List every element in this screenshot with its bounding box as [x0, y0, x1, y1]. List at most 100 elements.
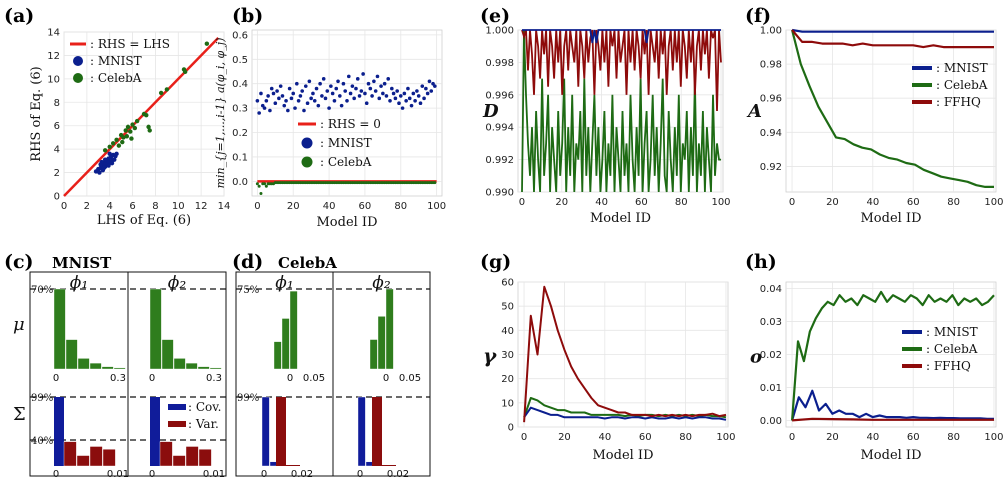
b-mnist-point [300, 89, 304, 93]
b-mnist-point [379, 84, 383, 88]
panel-label-e: (e) [480, 5, 510, 27]
a-xlabel: LHS of Eq. (6) [97, 213, 191, 228]
a-ytick-label: 2 [54, 168, 60, 179]
a-mnist-point [106, 163, 111, 168]
b-mnist-point [425, 91, 430, 96]
chart-a: 0 2 4 6 8 10 12 14 0 2 4 6 8 10 12 14 LHS of Eq. (6) RHS … [29, 28, 230, 229]
a-xtick-label: 10 [172, 201, 185, 212]
a-celeba-point [121, 135, 126, 140]
e-ytick-label: 0.992 [485, 155, 514, 166]
c-mu-bar [113, 367, 126, 370]
b-xtick-label: 40 [323, 201, 336, 212]
b-mnist-point [332, 98, 337, 103]
b-legend-celeba-swatch [301, 156, 313, 168]
b-xtick-label: 100 [427, 201, 446, 212]
c-pct-top: 70% [31, 285, 53, 296]
b-mnist-point [345, 98, 349, 103]
a-legend-mnist-label: : MNIST [90, 54, 142, 68]
b-xtick-label: 20 [287, 201, 300, 212]
b-mnist-point [372, 79, 376, 84]
b-mnist-point [296, 98, 301, 103]
a-rhs-equals-lhs-line [63, 36, 220, 197]
d-pct-sig-top: 99% [237, 393, 259, 404]
b-mnist-point [422, 96, 426, 101]
e-xtick-label: 100 [711, 197, 730, 208]
panel-d-title: CelebA [278, 254, 337, 272]
g-ylabel: γ [483, 344, 497, 368]
b-mnist-point [311, 91, 315, 96]
b-mnist-point [278, 84, 283, 88]
b-mnist-point [280, 94, 285, 98]
b-mnist-point [346, 74, 351, 79]
c-mu-xtick: 0.3 [206, 373, 222, 384]
b-celeba-point [257, 184, 261, 188]
b-mnist-point [275, 89, 279, 93]
a-celeba-point [123, 128, 128, 133]
b-mnist-point [325, 89, 330, 93]
f-xtick-label: 60 [907, 197, 920, 208]
f-xtick-label: 80 [947, 197, 960, 208]
f-legend-label: : CelebA [936, 78, 988, 92]
b-mnist-point [420, 84, 425, 88]
b-mnist-point [255, 98, 260, 103]
a-celeba-point [124, 134, 130, 139]
f-ytick-label: 0.92 [760, 162, 782, 173]
a-celeba-point [114, 137, 119, 142]
b-mnist-point [298, 94, 303, 98]
a-celeba-point [120, 139, 125, 145]
a-mnist-point [107, 151, 112, 157]
d-phi1-label: ϕ₁ [275, 273, 293, 293]
b-mnist-point [330, 91, 335, 96]
b-mnist-point [433, 84, 437, 88]
b-celeba-point [259, 192, 263, 196]
b-celeba-point [264, 184, 268, 188]
b-legend-celeba-label: : CelebA [320, 155, 372, 169]
g-xlabel: Model ID [592, 448, 653, 463]
c-phi2-label: ϕ₂ [168, 273, 187, 293]
b-ytick-label: 0.6 [232, 30, 248, 41]
a-celeba-point [130, 122, 135, 127]
b-mnist-point [397, 101, 401, 106]
d-mu-bar [377, 316, 386, 370]
b-mnist-point [366, 81, 371, 86]
b-mnist-point [327, 106, 331, 110]
a-xtick-label: 8 [152, 201, 158, 212]
b-mnist-point [339, 103, 344, 108]
b-mnist-point [273, 101, 278, 106]
d-mu-xtick: 0.05 [303, 373, 325, 384]
b-ytick-label: 0.2 [232, 128, 248, 139]
b-mnist-point [312, 98, 317, 103]
c-legend-cov-label: : Cov. [188, 400, 221, 414]
b-mnist-point [293, 106, 297, 110]
b-mnist-point [411, 91, 416, 96]
b-mnist-point [377, 96, 382, 101]
a-legend-celeba-label: : CelebA [90, 71, 142, 85]
b-mnist-point [375, 74, 380, 79]
c-mu-bar [197, 366, 210, 370]
b-mnist-point [341, 81, 346, 86]
a-xtick-label: 14 [218, 201, 231, 212]
panel-label-h: (h) [745, 251, 777, 273]
f-ytick-label: 0.98 [760, 60, 782, 71]
e-ylabel: D [482, 101, 499, 122]
b-mnist-point [336, 79, 340, 84]
a-ytick-label: 10 [47, 74, 60, 85]
c-mu-xtick: 0 [149, 373, 155, 384]
c-sig-var-bar [185, 446, 199, 467]
d-mu-bar [289, 290, 298, 370]
a-celeba-point [204, 41, 210, 46]
chart-h: 0 20 40 60 80 100 0.00 0.01 0.02 0.03 0.04 Model ID… [750, 281, 1004, 463]
c-sig-cov-bar [54, 397, 64, 466]
c-sig-var-bar [172, 455, 186, 467]
g-series-ffhq [523, 285, 727, 423]
b-xtick-label: 0 [254, 201, 260, 212]
b-mnist-point [406, 86, 410, 91]
f-xtick-label: 40 [866, 197, 879, 208]
c-sig-var-bar [76, 455, 90, 467]
g-xtick-label: 20 [558, 432, 571, 443]
b-mnist-point [382, 81, 387, 86]
b-mnist-point [355, 77, 360, 81]
f-xtick-label: 0 [789, 197, 795, 208]
c-mu-symbol: μ [13, 314, 25, 335]
a-xtick-label: 6 [129, 201, 135, 212]
